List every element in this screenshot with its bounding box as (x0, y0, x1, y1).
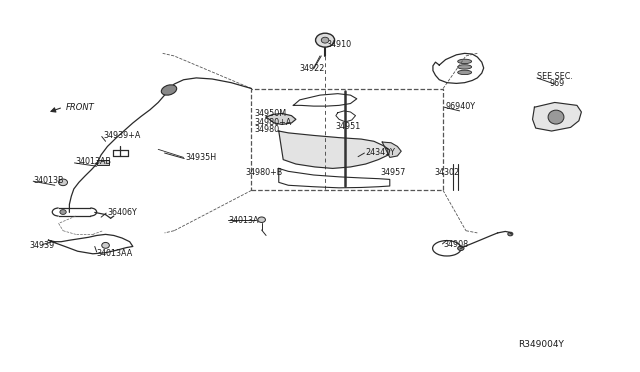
Text: SEE SEC.: SEE SEC. (537, 72, 573, 81)
Text: 34922: 34922 (300, 64, 325, 73)
Ellipse shape (458, 65, 472, 69)
Text: 34980+A: 34980+A (254, 118, 291, 128)
Text: 34013AB: 34013AB (76, 157, 112, 166)
Text: 34939: 34939 (29, 241, 54, 250)
Text: 34951: 34951 (335, 122, 360, 131)
Text: 969: 969 (550, 79, 565, 88)
Text: 34980: 34980 (254, 125, 279, 134)
Ellipse shape (60, 210, 66, 214)
Text: 36406Y: 36406Y (108, 208, 137, 217)
Text: 34935H: 34935H (186, 153, 216, 162)
Text: 96940Y: 96940Y (445, 102, 476, 110)
Text: 34908: 34908 (444, 240, 469, 249)
Polygon shape (382, 142, 401, 157)
Text: 34302: 34302 (434, 167, 460, 177)
Ellipse shape (458, 59, 472, 64)
Ellipse shape (458, 70, 472, 75)
Text: 34013A: 34013A (228, 216, 259, 225)
Text: 34980+B: 34980+B (245, 167, 282, 177)
Bar (97, 160, 109, 166)
Text: FRONT: FRONT (66, 103, 95, 112)
Ellipse shape (548, 110, 564, 124)
Ellipse shape (321, 37, 329, 43)
Ellipse shape (161, 85, 177, 95)
Text: 24341Y: 24341Y (365, 148, 396, 157)
Polygon shape (266, 113, 296, 125)
Ellipse shape (59, 179, 67, 186)
Text: 34957: 34957 (380, 167, 406, 177)
Polygon shape (279, 131, 390, 169)
Text: R349004Y: R349004Y (518, 340, 564, 349)
Ellipse shape (316, 33, 335, 47)
Ellipse shape (258, 217, 266, 222)
Text: 34013AA: 34013AA (97, 249, 133, 258)
Ellipse shape (508, 232, 513, 236)
Bar (252, 89, 443, 190)
Text: 34939+A: 34939+A (103, 131, 140, 140)
Ellipse shape (102, 243, 109, 248)
Ellipse shape (458, 246, 464, 250)
Polygon shape (532, 102, 581, 131)
Text: 34910: 34910 (326, 41, 351, 49)
Text: 34013B: 34013B (33, 176, 64, 185)
Text: 34950M: 34950M (254, 109, 286, 118)
